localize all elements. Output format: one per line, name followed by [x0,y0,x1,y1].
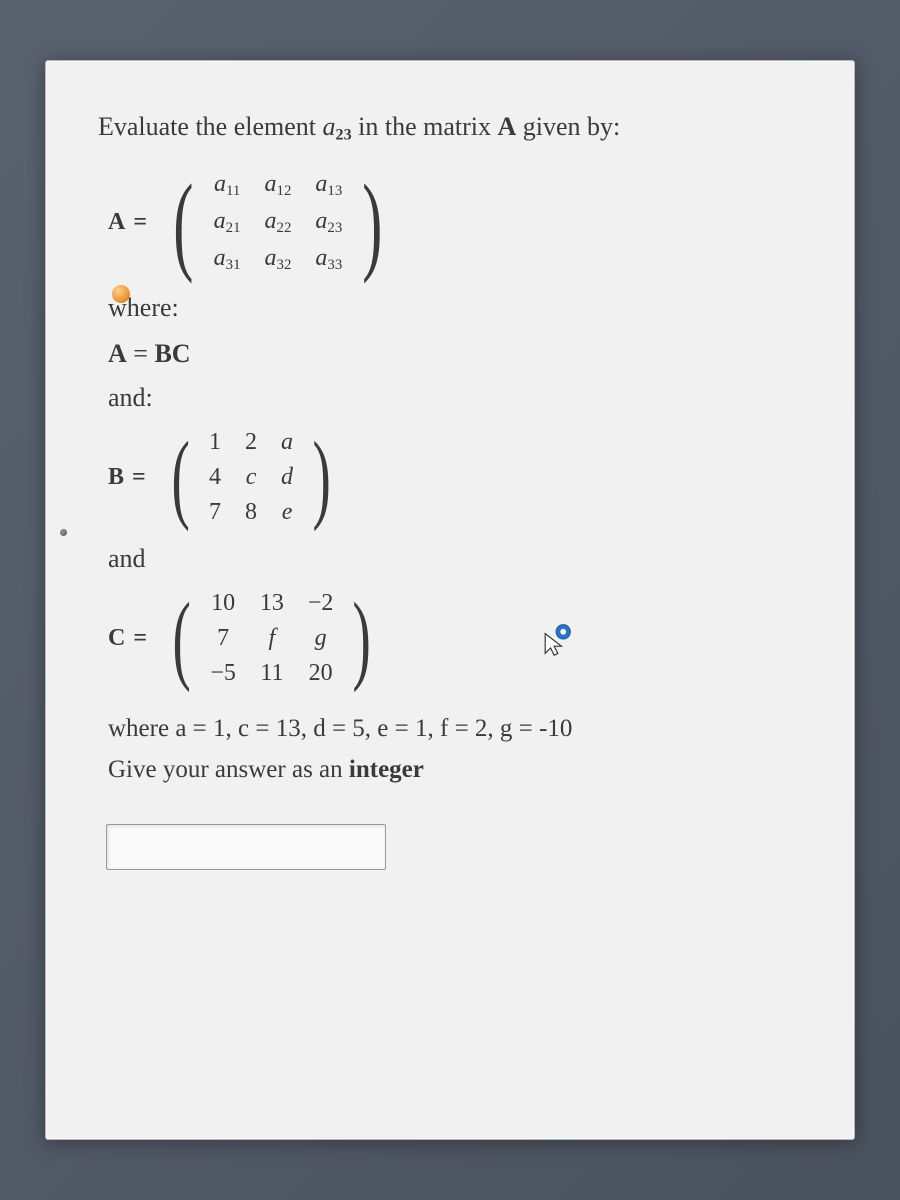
question-panel: Evaluate the element a23 in the matrix A… [45,60,855,1140]
relation-eq: = [133,339,148,368]
question-prompt: Evaluate the element a23 in the matrix A… [98,109,802,147]
relation-line: A = BC [108,339,802,369]
matrix-cell: 7 [198,621,248,656]
prompt-element-base: a [323,112,336,141]
matrix-C-lhs: C [108,625,125,651]
matrix-cell: d [269,460,305,495]
where-label: where: [108,293,802,323]
matrix-cell: 20 [296,656,346,691]
variable-values: where a = 1, c = 13, d = 5, e = 1, f = 2… [108,711,802,746]
matrix-C-equation: C = ( 1013−2 7fg −51120 ) [108,586,802,691]
bullet-dot [60,529,67,536]
paren-right: ) [353,597,371,679]
answer-instruction: Give your answer as an integer [108,756,802,784]
matrix-B-equation: B = ( 12a 4cd 78e ) [108,425,802,530]
and-label-1: and: [108,383,802,413]
matrix-A: ( a11a12a13 a21a22a23 a31a32a33 ) [165,167,391,278]
matrix-cell: 2 [233,425,269,460]
matrix-cell: 1 [197,425,233,460]
matrix-cell: 11 [248,656,296,691]
matrix-cell: a21 [202,204,253,241]
matrix-B-lhs: B [108,464,124,490]
paren-left: ( [173,597,191,679]
matrix-B: ( 12a 4cd 78e ) [164,425,339,530]
paren-left: ( [171,436,189,518]
answer-instr-bold: integer [349,756,424,783]
matrix-C-grid: 1013−2 7fg −51120 [198,586,345,691]
decorative-dot [112,285,130,303]
relation-rhs: BC [154,339,190,368]
matrix-cell: 4 [197,460,233,495]
prompt-element-sub: 23 [336,127,352,144]
matrix-cell: a13 [303,167,354,204]
matrix-cell: −5 [198,656,248,691]
equals-sign: = [132,464,146,490]
paren-right: ) [363,178,383,268]
matrix-cell: a31 [202,241,253,278]
prompt-middle: in the matrix [352,112,498,141]
matrix-cell: f [248,621,296,656]
matrix-cell: a11 [202,167,253,204]
matrix-B-grid: 12a 4cd 78e [197,425,305,530]
matrix-cell: a32 [253,241,304,278]
matrix-cell: a33 [303,241,354,278]
matrix-cell: −2 [296,586,346,621]
matrix-C: ( 1013−2 7fg −51120 ) [165,586,379,691]
matrix-A-equation: A = ( a11a12a13 a21a22a23 a31a32a33 ) [108,167,802,278]
relation-lhs: A [108,339,127,368]
prompt-prefix: Evaluate the element [98,112,323,141]
answer-instr-prefix: Give your answer as an [108,756,349,783]
prompt-matrix-name: A [497,112,516,141]
matrix-cell: e [269,495,305,530]
and-label-2: and [108,544,802,574]
matrix-cell: 7 [197,495,233,530]
matrix-cell: a [269,425,305,460]
matrix-cell: 13 [248,586,296,621]
answer-input[interactable] [106,824,386,870]
matrix-cell: c [233,460,269,495]
paren-left: ( [173,178,193,268]
equals-sign: = [133,209,147,235]
prompt-suffix: given by: [516,112,620,141]
matrix-cell: g [296,621,346,656]
matrix-cell: a12 [253,167,304,204]
matrix-cell: a22 [253,204,304,241]
equals-sign: = [133,625,147,651]
matrix-cell: 8 [233,495,269,530]
matrix-cell: 10 [198,586,248,621]
matrix-A-grid: a11a12a13 a21a22a23 a31a32a33 [202,167,355,278]
matrix-A-lhs: A [108,209,125,235]
matrix-cell: a23 [303,204,354,241]
paren-right: ) [313,436,331,518]
